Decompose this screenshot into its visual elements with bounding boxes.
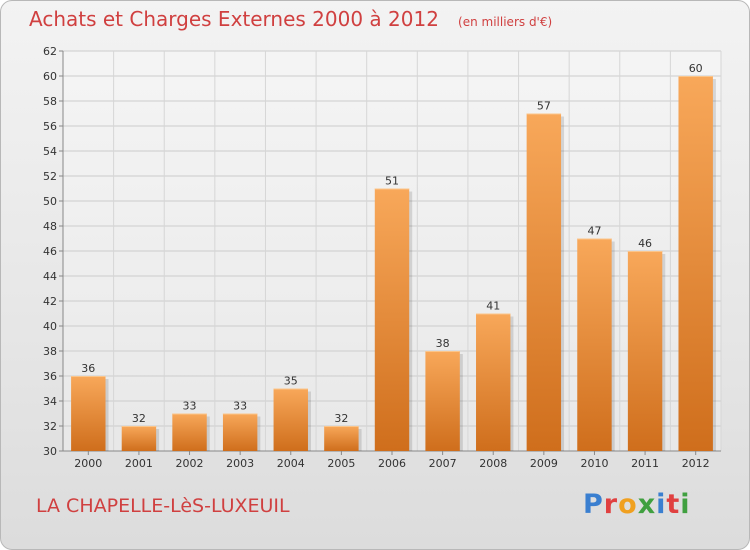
title-row: Achats et Charges Externes 2000 à 2012 (… [29,7,552,31]
bar-2007 [425,351,460,451]
x-tick-label: 2009 [530,457,558,470]
data-label: 38 [436,337,450,350]
y-tick-label: 36 [43,370,57,383]
bar-2010 [577,238,612,451]
data-label: 36 [81,362,95,375]
data-label: 32 [334,412,348,425]
y-tick-label: 38 [43,345,57,358]
x-tick-label: 2007 [429,457,457,470]
labels: 36 2000 32 2001 33 2002 33 2003 35 2004 32 2005 51 20… [74,62,709,470]
bars [71,76,716,451]
data-label: 60 [689,62,703,75]
data-label: 47 [587,225,601,238]
bar-2003 [222,413,258,451]
x-tick-label: 2003 [226,457,254,470]
y-tick-label: 48 [43,220,57,233]
y-tick-label: 58 [43,95,57,108]
brand-letter: t [666,489,681,520]
y-tick-label: 54 [43,145,57,158]
y-tick-label: 62 [43,45,57,58]
x-tick-label: 2000 [74,457,102,470]
x-tick-label: 2002 [176,457,204,470]
data-label: 35 [284,375,298,388]
data-label: 57 [537,100,551,113]
y-tick-label: 56 [43,120,57,133]
data-label: 33 [183,400,197,413]
brand-letter: x [637,489,657,520]
x-tick-label: 2008 [479,457,507,470]
bar-2000 [71,376,106,451]
y-tick-label: 34 [43,395,57,408]
data-label: 41 [486,300,500,313]
brand-letter: P [583,489,604,520]
y-tick-label: 60 [43,70,57,83]
bar-2011 [627,251,663,451]
data-label: 32 [132,412,146,425]
chart-subtitle: (en milliers d'€) [458,15,553,29]
y-tick-label: 46 [43,245,57,258]
y-tick-label: 44 [43,270,57,283]
chart-title: Achats et Charges Externes 2000 à 2012 [29,7,439,31]
bar-2009 [526,113,562,451]
bar-2005 [324,426,359,451]
x-tick-label: 2011 [631,457,659,470]
x-tick-label: 2005 [327,457,355,470]
bar-2012 [678,76,713,451]
bar-2004 [273,388,308,451]
data-label: 51 [385,175,399,188]
y-tick-label: 50 [43,195,57,208]
commune-name: LA CHAPELLE-LèS-LUXEUIL [36,495,290,517]
y-tick-label: 52 [43,170,57,183]
y-tick-label: 42 [43,295,57,308]
bar-2001 [121,426,157,451]
brand-logo: Proxiti [583,489,691,520]
data-label: 46 [638,237,652,250]
x-tick-label: 2001 [125,457,153,470]
y-tick-label: 40 [43,320,57,333]
bar-2008 [476,313,511,451]
bar-2006 [374,188,410,451]
brand-letter: i [680,489,691,520]
bar-2002 [172,413,207,451]
brand-letter: o [618,489,638,520]
x-tick-label: 2006 [378,457,406,470]
brand-letter: i [656,489,667,520]
data-label: 33 [233,400,247,413]
x-tick-label: 2012 [682,457,710,470]
x-tick-label: 2004 [277,457,305,470]
brand-letter: r [603,489,619,520]
y-tick-label: 30 [43,445,57,458]
y-tick-label: 32 [43,420,57,433]
x-tick-label: 2010 [580,457,608,470]
